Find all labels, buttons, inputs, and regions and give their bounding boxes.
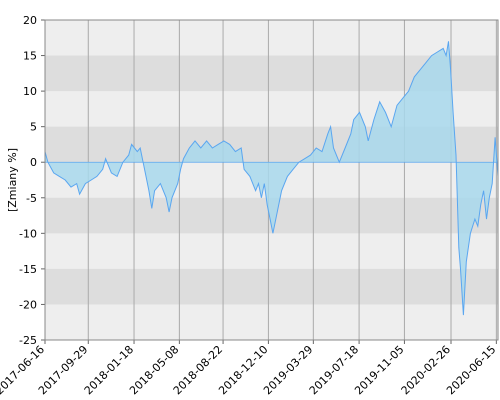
grid-band — [45, 268, 498, 305]
y-tick-label: 10 — [23, 85, 37, 98]
y-tick-label: -10 — [19, 227, 37, 240]
y-tick-label: -5 — [26, 192, 37, 205]
x-tick-label: 2020-06-15 — [444, 343, 498, 397]
y-axis-label: [Zmiany %] — [6, 148, 19, 212]
plot-border — [44, 19, 499, 341]
y-tick-label: -15 — [19, 263, 37, 276]
y-tick-label: 15 — [23, 50, 37, 63]
y-tick-label: -20 — [19, 298, 37, 311]
line — [44, 41, 499, 316]
y-tick-label: -25 — [19, 334, 37, 347]
y-tick-label: 20 — [23, 14, 37, 27]
y-tick-label: 5 — [30, 121, 37, 134]
y-tick-label: 0 — [30, 156, 37, 169]
area — [45, 41, 498, 316]
